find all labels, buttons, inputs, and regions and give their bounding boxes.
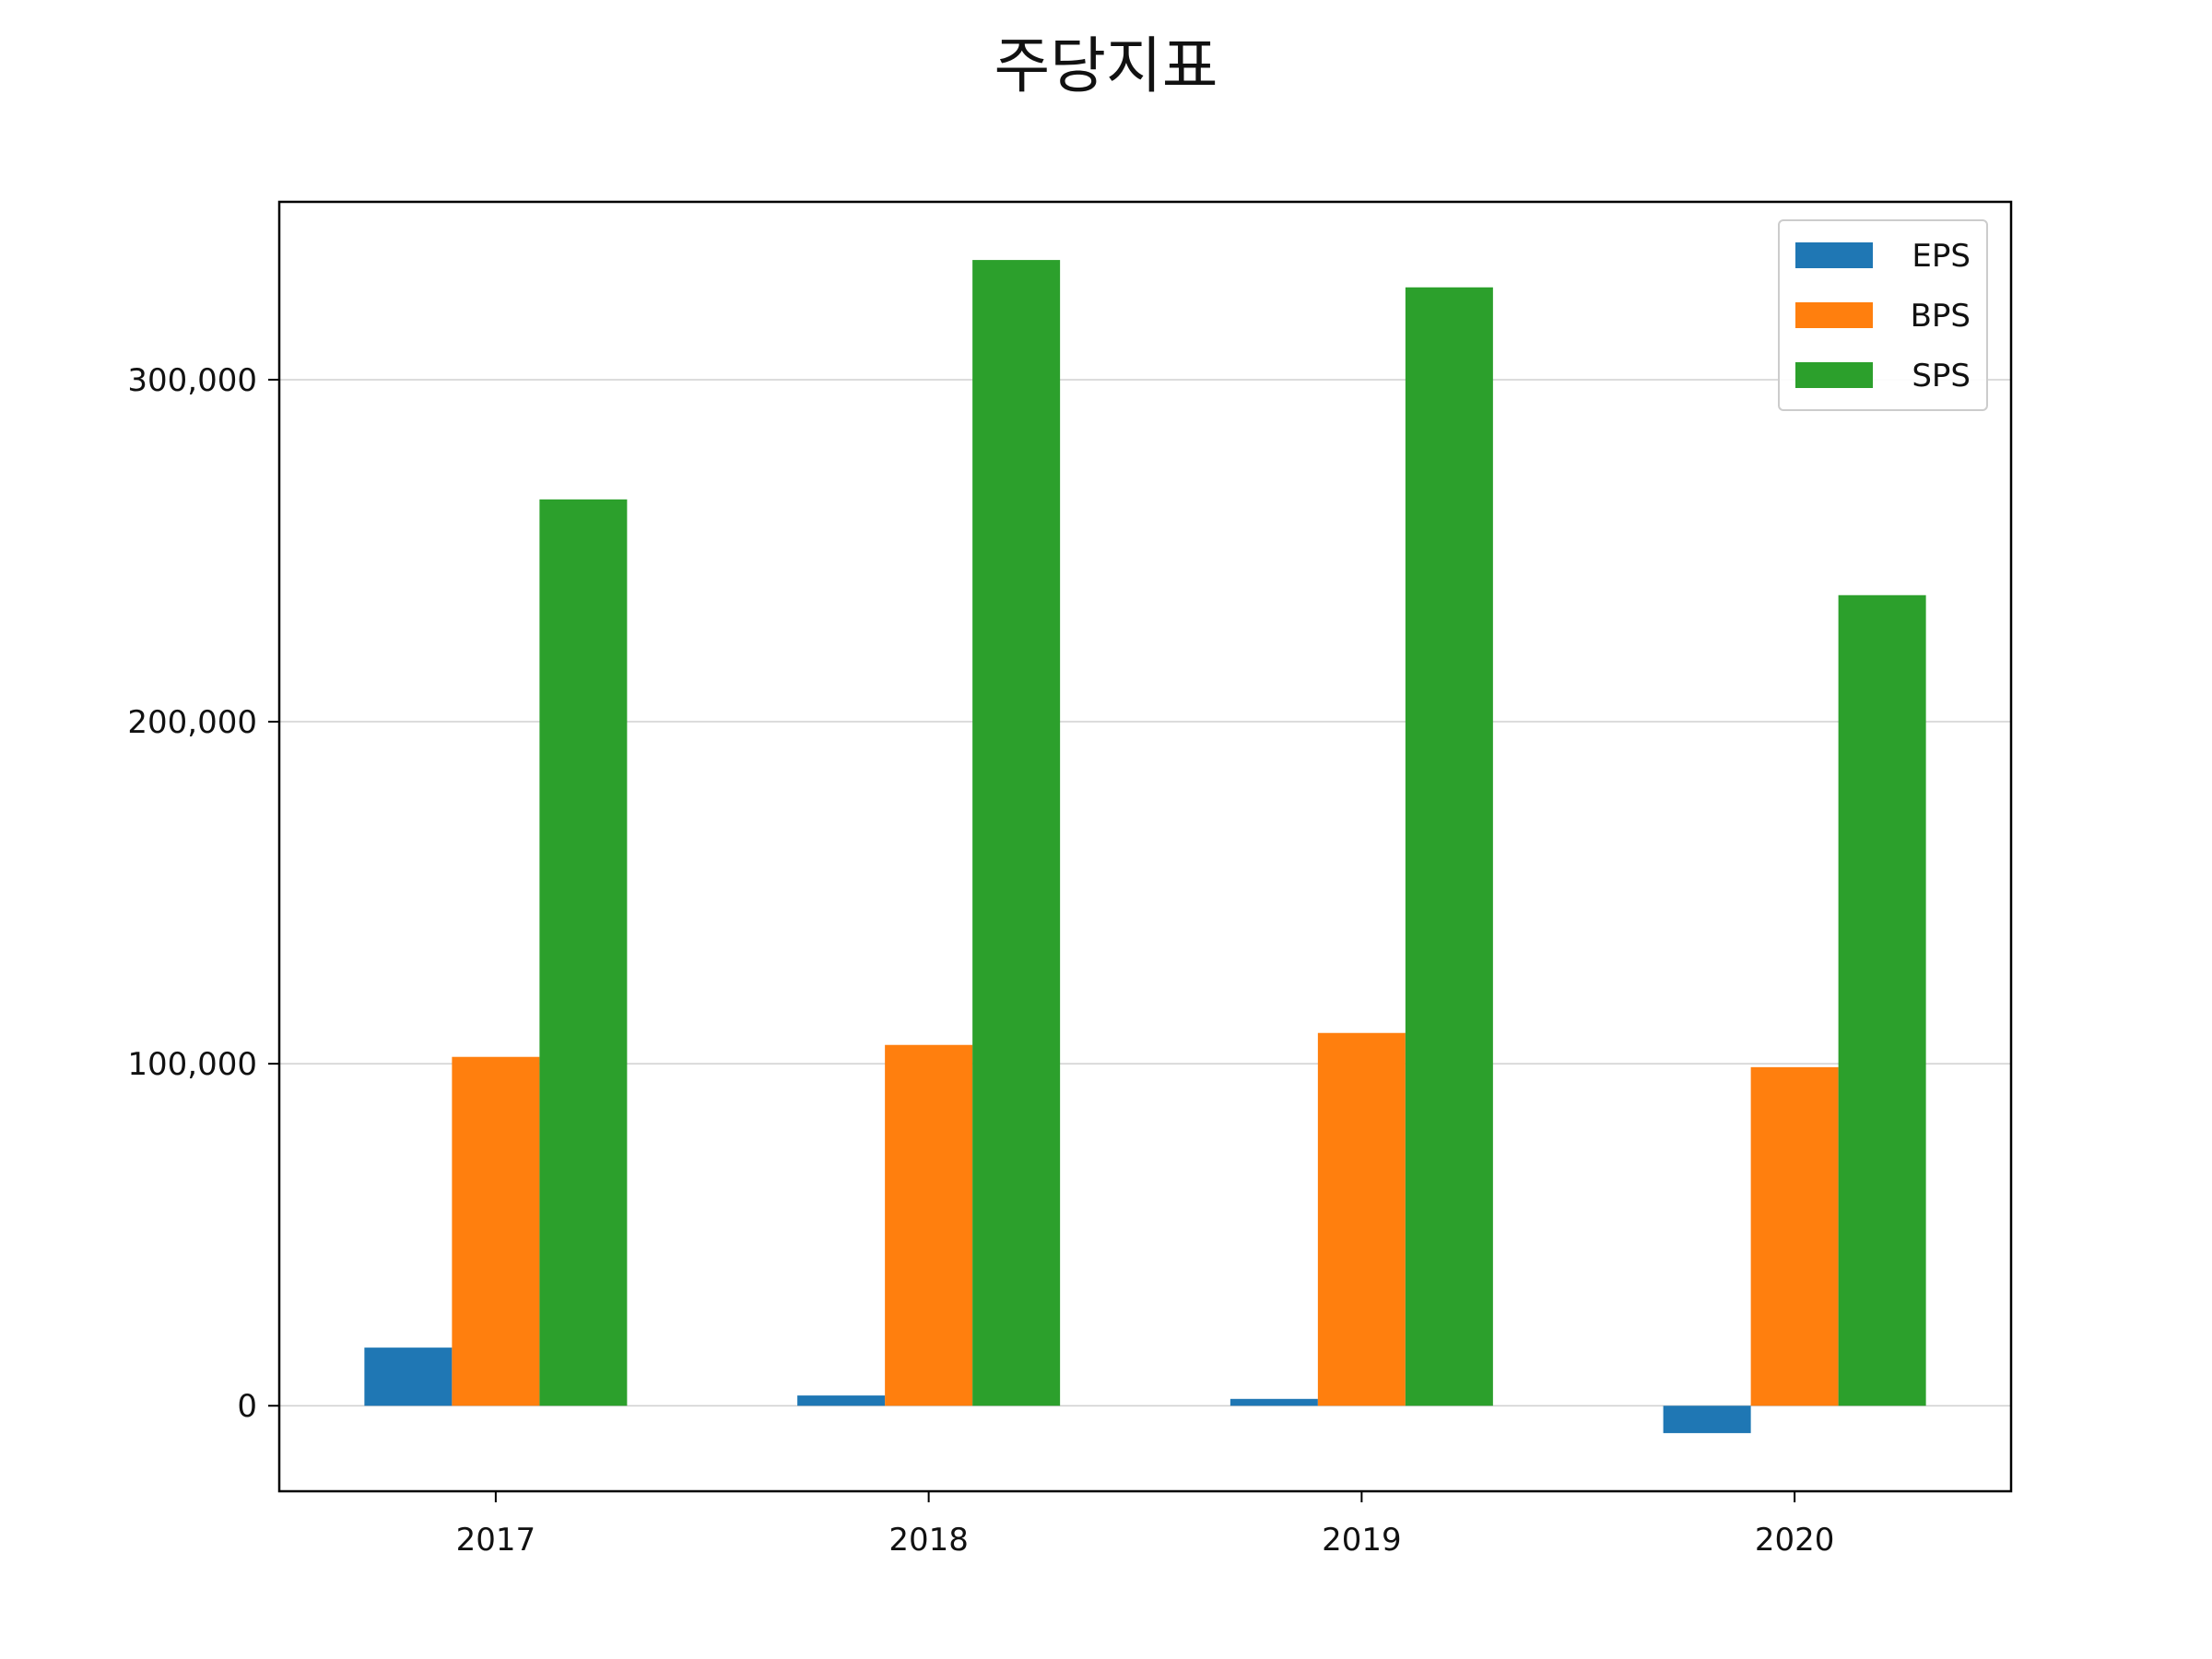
- y-axis: 0 100,000 200,000 300,000: [127, 362, 279, 1425]
- y-tick-label: 200,000: [127, 704, 257, 741]
- legend-label-eps: EPS: [1912, 238, 1971, 275]
- legend: EPS BPS SPS: [1778, 219, 1988, 411]
- plot-frame: [277, 200, 2013, 1493]
- x-tick-label: 2018: [888, 1522, 969, 1559]
- legend-swatch-bps: [1795, 302, 1873, 328]
- bar-eps-2020: [1663, 1406, 1751, 1433]
- bar-eps-2019: [1230, 1398, 1318, 1406]
- bars: [364, 260, 1926, 1433]
- legend-label-sps: SPS: [1912, 358, 1971, 394]
- y-tick-label: 100,000: [127, 1046, 257, 1083]
- bar-bps-2020: [1750, 1066, 1839, 1406]
- bar-sps-2020: [1838, 594, 1926, 1406]
- bar-eps-2017: [364, 1347, 453, 1406]
- x-tick-label: 2017: [456, 1522, 536, 1559]
- bar-bps-2017: [452, 1056, 540, 1406]
- bar-bps-2019: [1317, 1032, 1406, 1406]
- x-tick-label: 2019: [1322, 1522, 1402, 1559]
- bar-bps-2018: [885, 1044, 973, 1406]
- bar-sps-2018: [972, 260, 1061, 1406]
- legend-swatch-sps: [1795, 362, 1873, 388]
- legend-label-bps: BPS: [1911, 298, 1971, 335]
- y-tick-label: 300,000: [127, 362, 257, 399]
- y-tick-label: 0: [237, 1388, 257, 1425]
- x-tick-label: 2020: [1755, 1522, 1835, 1559]
- bar-eps-2018: [797, 1395, 886, 1406]
- x-axis: 2017 2018 2019 2020: [456, 1491, 1835, 1559]
- chart-title: 주당지표: [994, 30, 1218, 101]
- bar-sps-2019: [1405, 287, 1493, 1406]
- bar-sps-2017: [539, 499, 628, 1406]
- legend-swatch-eps: [1795, 242, 1873, 268]
